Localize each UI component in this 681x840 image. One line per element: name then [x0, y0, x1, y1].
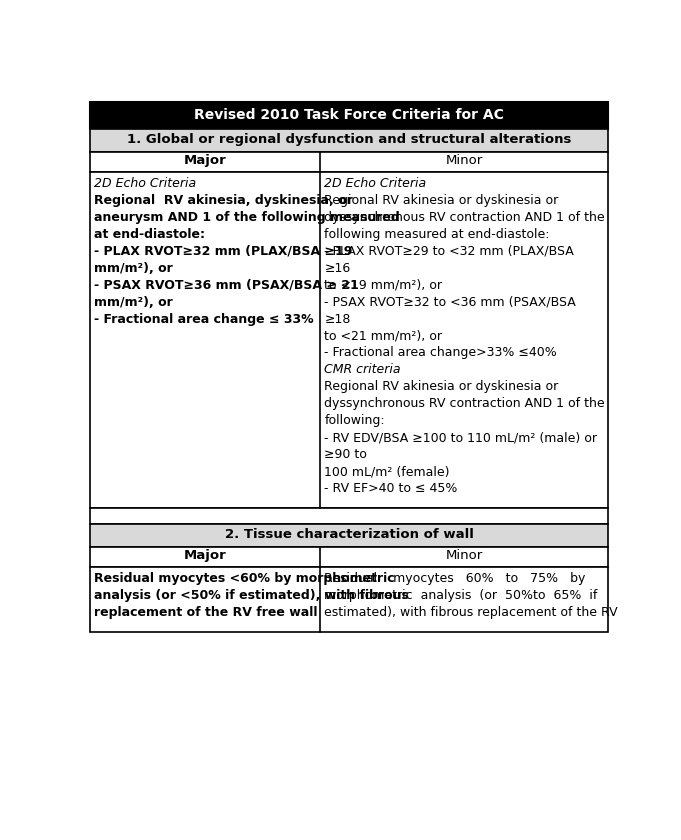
- Text: to <21 mm/m²), or: to <21 mm/m²), or: [324, 329, 443, 343]
- Text: mm/m²), or: mm/m²), or: [94, 262, 172, 275]
- Text: dyssynchronous RV contraction AND 1 of the: dyssynchronous RV contraction AND 1 of t…: [324, 397, 605, 410]
- Text: Regional RV akinesia or dyskinesia or: Regional RV akinesia or dyskinesia or: [324, 381, 558, 393]
- Text: 2. Tissue characterization of wall: 2. Tissue characterization of wall: [225, 528, 473, 541]
- Text: - Fractional area change>33% ≤40%: - Fractional area change>33% ≤40%: [324, 346, 557, 360]
- Text: - PSAX RVOT≥36 mm (PSAX/BSA ≥ 21: - PSAX RVOT≥36 mm (PSAX/BSA ≥ 21: [94, 279, 358, 291]
- Text: replacement of the RV free wall: replacement of the RV free wall: [94, 606, 317, 619]
- Text: analysis (or <50% if estimated), with fibrous: analysis (or <50% if estimated), with fi…: [94, 589, 409, 602]
- Bar: [90, 171, 608, 508]
- Text: 1. Global or regional dysfunction and structural alterations: 1. Global or regional dysfunction and st…: [127, 133, 571, 146]
- Text: Residual myocytes <60% by morphometric: Residual myocytes <60% by morphometric: [94, 572, 394, 585]
- Text: following measured at end-diastole:: following measured at end-diastole:: [324, 228, 550, 241]
- Text: Regional  RV akinesia, dyskinesia, or: Regional RV akinesia, dyskinesia, or: [94, 194, 352, 207]
- Text: Major: Major: [184, 155, 227, 167]
- Text: ≥18: ≥18: [324, 312, 351, 326]
- Text: Minor: Minor: [446, 549, 483, 562]
- Text: Residual    myocytes   60%   to   75%   by: Residual myocytes 60% to 75% by: [324, 572, 586, 585]
- Text: following:: following:: [324, 414, 385, 428]
- Text: ≥16: ≥16: [324, 262, 351, 275]
- Text: mm/m²), or: mm/m²), or: [94, 296, 172, 308]
- Bar: [90, 567, 608, 632]
- Text: - RV EDV/BSA ≥100 to 110 mL/m² (male) or: - RV EDV/BSA ≥100 to 110 mL/m² (male) or: [324, 431, 597, 444]
- Bar: [90, 129, 608, 151]
- Bar: [90, 547, 608, 567]
- Text: Revised 2010 Task Force Criteria for AC: Revised 2010 Task Force Criteria for AC: [194, 108, 504, 122]
- Text: aneurysm AND 1 of the following measured: aneurysm AND 1 of the following measured: [94, 211, 399, 224]
- Bar: [90, 151, 608, 171]
- Text: Minor: Minor: [446, 155, 483, 167]
- Text: 2D Echo Criteria: 2D Echo Criteria: [324, 177, 426, 190]
- Text: - Fractional area change ≤ 33%: - Fractional area change ≤ 33%: [94, 312, 313, 326]
- Text: Regional RV akinesia or dyskinesia or: Regional RV akinesia or dyskinesia or: [324, 194, 558, 207]
- Text: 100 mL/m² (female): 100 mL/m² (female): [324, 465, 450, 478]
- Text: - PSAX RVOT≥32 to <36 mm (PSAX/BSA: - PSAX RVOT≥32 to <36 mm (PSAX/BSA: [324, 296, 576, 308]
- Text: - PLAX RVOT≥32 mm (PLAX/BSA ≥19: - PLAX RVOT≥32 mm (PLAX/BSA ≥19: [94, 244, 352, 258]
- Text: CMR criteria: CMR criteria: [324, 364, 401, 376]
- Text: Major: Major: [184, 549, 227, 562]
- Text: estimated), with fibrous replacement of the RV: estimated), with fibrous replacement of …: [324, 606, 618, 619]
- Text: at end-diastole:: at end-diastole:: [94, 228, 205, 241]
- Text: dyssynchronous RV contraction AND 1 of the: dyssynchronous RV contraction AND 1 of t…: [324, 211, 605, 224]
- Text: - PLAX RVOT≥29 to <32 mm (PLAX/BSA: - PLAX RVOT≥29 to <32 mm (PLAX/BSA: [324, 244, 574, 258]
- Text: to <19 mm/m²), or: to <19 mm/m²), or: [324, 279, 443, 291]
- Text: - RV EF>40 to ≤ 45%: - RV EF>40 to ≤ 45%: [324, 482, 458, 495]
- Bar: [90, 102, 608, 129]
- Bar: [90, 523, 608, 547]
- Text: morphometric  analysis  (or  50%to  65%  if: morphometric analysis (or 50%to 65% if: [324, 589, 598, 602]
- Text: ≥90 to: ≥90 to: [324, 448, 367, 461]
- Text: 2D Echo Criteria: 2D Echo Criteria: [94, 177, 195, 190]
- Bar: [90, 508, 608, 523]
